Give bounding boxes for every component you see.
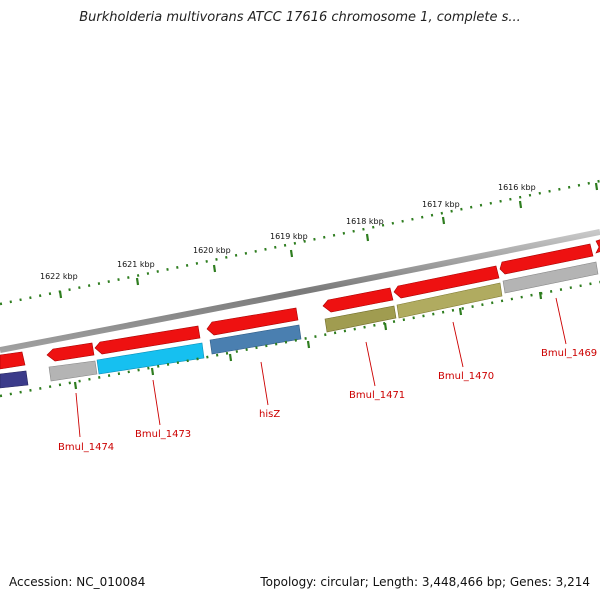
gene-label-bmul-1469[interactable]: Bmul_1469 xyxy=(541,348,597,359)
gene-block-hisz[interactable] xyxy=(209,324,302,355)
cds-arrow[interactable] xyxy=(499,243,594,275)
cds-track-outer xyxy=(0,239,600,370)
gene-labels: Bmul_1469 Bmul_1470 Bmul_1471 hisZ Bmul_… xyxy=(58,348,597,453)
cds-arrow[interactable] xyxy=(595,239,600,254)
major-tick xyxy=(212,264,217,273)
outer-scale-ring xyxy=(0,179,600,306)
gene-block-bmul-1473[interactable] xyxy=(96,342,205,375)
map-title: Burkholderia multivorans ATCC 17616 chro… xyxy=(79,10,521,25)
major-tick xyxy=(58,290,63,299)
scale-label-1620: 1620 kbp xyxy=(193,246,231,255)
leader-hisz xyxy=(260,361,269,406)
scale-labels: 1616 kbp 1617 kbp 1618 kbp 1619 kbp 1620… xyxy=(40,183,536,281)
inner-tick xyxy=(150,367,155,376)
cds-arrow[interactable] xyxy=(393,265,500,299)
scale-label-1622: 1622 kbp xyxy=(40,272,78,281)
cds-arrow[interactable] xyxy=(46,342,95,362)
leader-bmul-1471 xyxy=(365,341,376,387)
cds-arrow[interactable] xyxy=(94,325,201,355)
gene-leader-lines xyxy=(75,297,567,438)
inner-tick xyxy=(228,353,233,362)
scale-label-1621: 1621 kbp xyxy=(117,260,155,269)
inner-tick xyxy=(73,381,78,390)
major-tick xyxy=(594,182,599,191)
inner-tick xyxy=(306,340,311,349)
cds-arrow[interactable] xyxy=(322,287,394,313)
major-tick xyxy=(518,200,523,209)
cds-arrow[interactable] xyxy=(206,307,299,336)
gene-block-bmul-1474[interactable] xyxy=(48,360,98,382)
gene-label-bmul-1474[interactable]: Bmul_1474 xyxy=(58,442,114,453)
major-tick xyxy=(365,233,370,242)
gene-block-bmul-1469[interactable] xyxy=(502,261,599,294)
leader-bmul-1469 xyxy=(555,297,567,345)
scale-label-1619: 1619 kbp xyxy=(270,232,308,241)
major-tick xyxy=(289,249,294,258)
scale-label-1616: 1616 kbp xyxy=(498,183,536,192)
inner-tick xyxy=(383,322,388,331)
gene-block-bmul-1470[interactable] xyxy=(396,282,503,319)
leader-bmul-1470 xyxy=(452,321,464,368)
scale-label-1617: 1617 kbp xyxy=(422,200,460,209)
topology-text: Topology: circular; Length: 3,448,466 bp… xyxy=(260,575,590,589)
inner-scale-ring xyxy=(0,280,600,398)
backbone-arc xyxy=(0,229,600,353)
leader-bmul-1474 xyxy=(75,392,81,438)
accession-text: Accession: NC_010084 xyxy=(9,575,146,589)
gene-block-edge[interactable] xyxy=(0,370,29,389)
leader-bmul-1473 xyxy=(152,379,161,426)
scale-label-1618: 1618 kbp xyxy=(346,217,384,226)
cds-arrow[interactable] xyxy=(0,351,26,370)
gene-label-bmul-1470[interactable]: Bmul_1470 xyxy=(438,371,494,382)
gene-track-inner xyxy=(0,261,599,389)
gene-label-bmul-1471[interactable]: Bmul_1471 xyxy=(349,390,405,401)
inner-tick xyxy=(538,291,543,300)
major-tick xyxy=(441,216,446,225)
inner-tick xyxy=(458,307,463,316)
major-tick xyxy=(135,277,140,286)
gene-block-bmul-1471[interactable] xyxy=(324,305,397,333)
gene-label-bmul-1473[interactable]: Bmul_1473 xyxy=(135,429,191,440)
gene-label-hisz[interactable]: hisZ xyxy=(259,409,280,420)
